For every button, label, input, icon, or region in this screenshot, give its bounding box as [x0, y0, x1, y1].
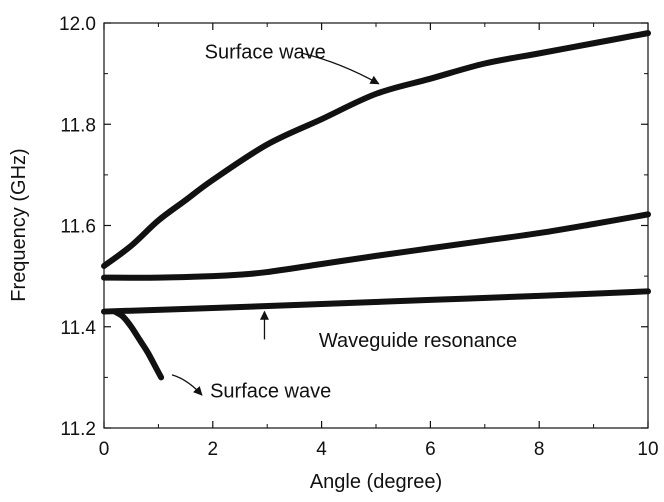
x-tick-label: 2 [208, 439, 219, 460]
series-line-1 [101, 30, 651, 269]
y-tick-label: 11.6 [60, 217, 96, 238]
x-tick-label: 6 [425, 439, 436, 460]
series-line-2 [101, 211, 651, 281]
axis-ticks: 0 2 4 6 8 10 11.2 11.4 11.6 11.8 12.0 [59, 14, 659, 460]
y-tick-label: 11.4 [60, 318, 96, 339]
x-tick-label: 0 [99, 439, 110, 460]
series-line-3 [101, 288, 651, 315]
series-line-4 [111, 308, 165, 381]
annotation-label-3: Surface wave [210, 381, 331, 403]
plot-frame [103, 22, 649, 429]
y-tick-label: 11.2 [60, 419, 96, 440]
annotation-arrow-3 [171, 374, 203, 396]
x-tick-label: 4 [316, 439, 327, 460]
series-layer [101, 30, 651, 381]
annotation-arrow-1 [302, 52, 380, 85]
annotation-label-2: Waveguide resonance [319, 330, 517, 352]
x-axis-label: Angle (degree) [310, 471, 442, 493]
x-tick-label: 8 [534, 439, 545, 460]
y-axis-label: Frequency (GHz) [8, 148, 30, 301]
y-tick-label: 11.8 [60, 115, 96, 136]
annotation-label-1: Surface wave [205, 41, 326, 63]
y-tick-label: 12.0 [59, 14, 96, 35]
annotation-layer: Surface wave Waveguide resonance Surface w… [171, 41, 517, 403]
x-tick-label: 10 [637, 439, 658, 460]
